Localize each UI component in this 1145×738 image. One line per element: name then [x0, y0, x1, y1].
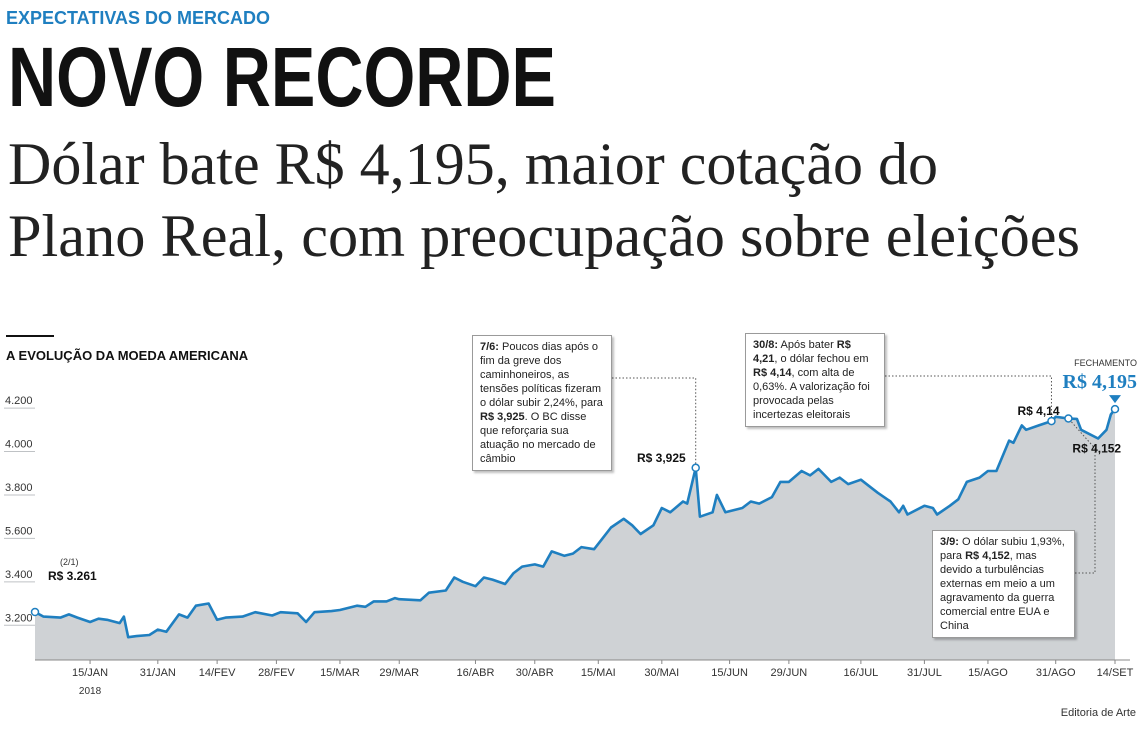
- callout: 30/8: Após bater R$ 4,21, o dólar fechou…: [745, 333, 885, 427]
- x-tick-label: 29/JUN: [771, 667, 808, 679]
- x-tick-label: 15/MAR: [320, 667, 360, 679]
- callout-text: R$ 3,925: [480, 411, 525, 423]
- y-tick-label: 4.000: [5, 439, 33, 451]
- point-marker: [1064, 414, 1073, 423]
- callout-text: , o dólar fechou em: [774, 353, 869, 365]
- callout-connector: [1068, 418, 1096, 574]
- x-tick-label: 31/AGO: [1036, 667, 1076, 679]
- x-tick-label: 16/ABR: [457, 667, 495, 679]
- headline: NOVO RECORDE: [8, 30, 556, 124]
- callout-connector: [885, 375, 1052, 422]
- x-tick-label: 15/JUN: [711, 667, 748, 679]
- subtitle-line: Plano Real, com preocupação sobre eleiçõ…: [8, 203, 1080, 269]
- point-note: FECHAMENTO: [1074, 358, 1137, 368]
- y-tick-label: 5.600: [5, 525, 33, 537]
- x-tick-label: 15/MAI: [581, 667, 616, 679]
- x-tick-label: 31/JAN: [140, 667, 176, 679]
- callout-text: Poucos dias após o fim da greve dos cami…: [480, 341, 603, 409]
- point-note: (2/1): [60, 557, 79, 567]
- callout-text: 3/9:: [940, 536, 959, 548]
- callout-connector: [612, 377, 697, 468]
- point-label: R$ 3,925: [637, 451, 686, 465]
- y-tick-label: 4.200: [5, 395, 33, 407]
- source: Editoria de Arte: [1061, 707, 1136, 719]
- x-tick-label: 14/FEV: [199, 667, 236, 679]
- y-tick-label: 3.200: [5, 612, 33, 624]
- callout-text: , mas devido a turbulências externas em …: [940, 550, 1055, 632]
- callout-text: , com alta de 0,63%. A valorização foi p…: [753, 367, 870, 421]
- point-label: R$ 3.261: [48, 569, 97, 583]
- callout: 3/9: O dólar subiu 1,93%, para R$ 4,152,…: [932, 530, 1075, 638]
- closing-marker: [1109, 395, 1121, 404]
- y-tick-label: 3.400: [5, 569, 33, 581]
- y-tick-label: 3.800: [5, 482, 33, 494]
- chart-title: A EVOLUÇÃO DA MOEDA AMERICANA: [6, 348, 249, 363]
- point-label: R$ 4,195: [1063, 371, 1137, 393]
- x-tick-label: 16/JUL: [843, 667, 878, 679]
- area: [35, 409, 1115, 660]
- x-tick-label: 30/MAI: [644, 667, 679, 679]
- callout: 7/6: Poucos dias após o fim da greve dos…: [472, 335, 612, 471]
- callout-text: 7/6:: [480, 341, 499, 353]
- point-marker: [691, 463, 700, 473]
- point-marker: [1047, 416, 1056, 426]
- x-tick-label: 30/ABR: [516, 667, 554, 679]
- callout-text: Após bater: [778, 339, 837, 351]
- point-marker: [1110, 404, 1120, 414]
- point-label: R$ 4,14: [1017, 404, 1059, 418]
- kicker: EXPECTATIVAS DO MERCADO: [6, 8, 270, 28]
- year-label: 2018: [79, 686, 102, 697]
- callout-text: O dólar subiu 1,93%, para: [940, 536, 1065, 562]
- x-tick-label: 29/MAR: [379, 667, 419, 679]
- point-label: R$ 4,152: [1072, 441, 1121, 455]
- callout-text: R$ 4,14: [753, 367, 792, 379]
- callout-text: R$ 4,21: [753, 339, 851, 365]
- x-tick-label: 15/AGO: [968, 667, 1008, 679]
- x-tick-label: 28/FEV: [258, 667, 295, 679]
- callout-text: R$ 4,152: [965, 550, 1010, 562]
- callout-text: . O BC disse que reforçaria sua atuação …: [480, 411, 596, 465]
- x-tick-label: 31/JUL: [907, 667, 942, 679]
- line: [34, 408, 1117, 639]
- x-tick-label: 14/SET: [1097, 667, 1134, 679]
- point-marker: [30, 607, 40, 617]
- x-tick-label: 15/JAN: [72, 667, 108, 679]
- callout-text: 30/8:: [753, 339, 779, 351]
- subtitle-line: Dólar bate R$ 4,195, maior cotação do: [8, 131, 938, 197]
